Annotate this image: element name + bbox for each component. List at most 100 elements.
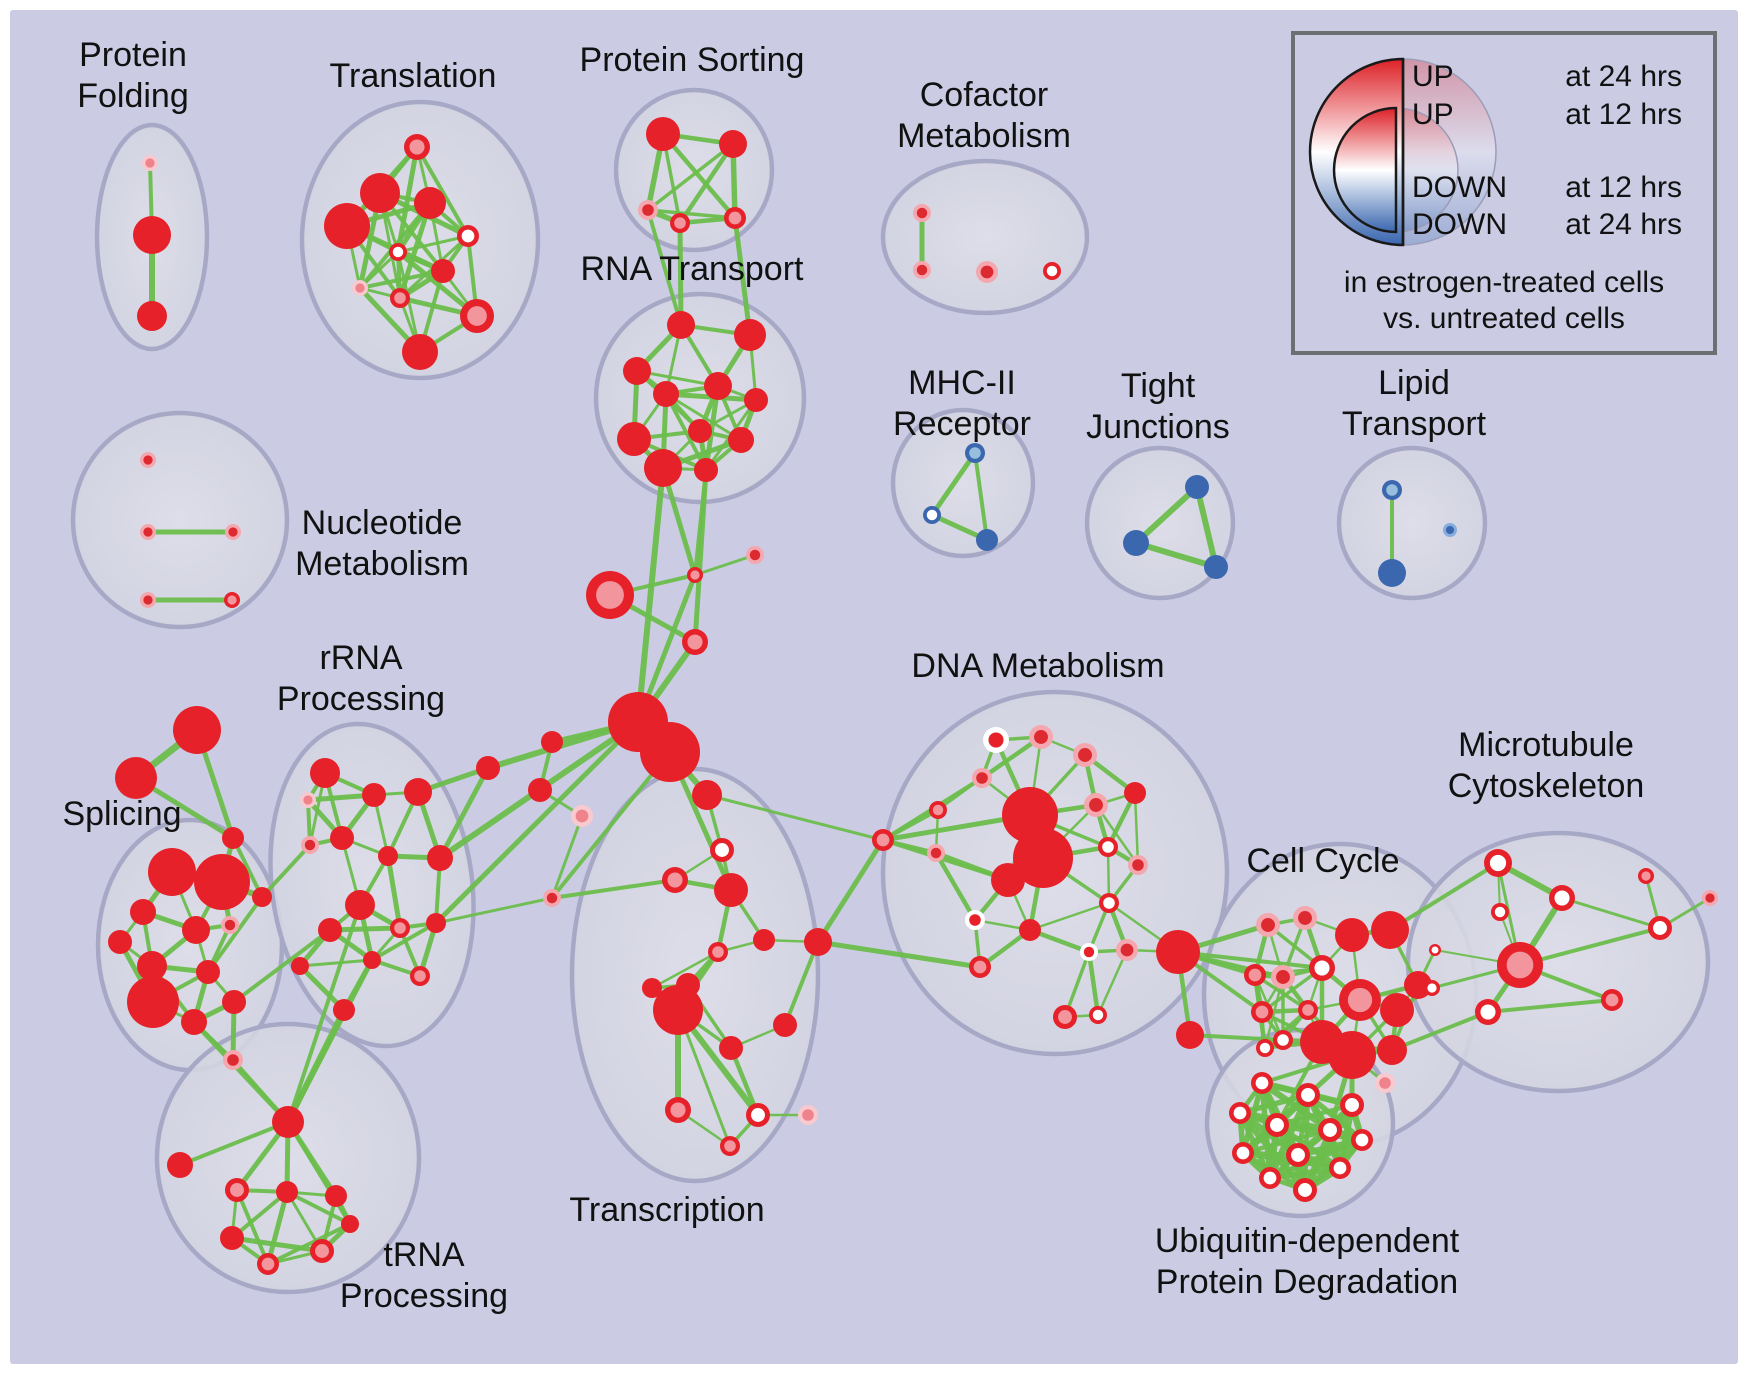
node-dn1[interactable]	[983, 727, 1009, 753]
node-s6[interactable]	[137, 951, 167, 981]
node-cc12[interactable]	[1298, 1000, 1318, 1020]
node-tx5[interactable]	[753, 929, 775, 951]
node-tx12[interactable]	[773, 1013, 797, 1037]
node-tx10[interactable]	[653, 985, 703, 1035]
node-cc8[interactable]	[1339, 979, 1381, 1021]
node-cc16[interactable]	[1377, 1035, 1407, 1065]
node-ps2[interactable]	[719, 130, 747, 158]
node-tx3[interactable]	[662, 867, 688, 893]
node-mt10[interactable]	[1638, 868, 1654, 884]
node-hb0[interactable]	[476, 756, 500, 780]
node-cf2[interactable]	[913, 261, 931, 279]
node-tr5[interactable]	[457, 225, 479, 247]
node-lp3[interactable]	[1443, 523, 1457, 537]
node-ps4[interactable]	[670, 213, 690, 233]
node-pf1[interactable]	[142, 155, 158, 171]
node-lp2[interactable]	[1378, 559, 1406, 587]
node-rr2[interactable]	[362, 783, 386, 807]
node-s4[interactable]	[182, 916, 210, 944]
node-s3[interactable]	[130, 899, 156, 925]
node-s9[interactable]	[181, 1009, 207, 1035]
node-cc17[interactable]	[1404, 971, 1432, 999]
node-sx2[interactable]	[115, 757, 157, 799]
node-dn11[interactable]	[991, 863, 1025, 897]
node-dn21[interactable]	[1156, 930, 1200, 974]
node-ub6[interactable]	[1318, 1118, 1342, 1142]
node-rt3[interactable]	[623, 357, 651, 385]
node-mh3[interactable]	[976, 529, 998, 551]
node-mt11[interactable]	[1702, 890, 1718, 906]
node-tx11[interactable]	[719, 1036, 743, 1060]
node-tr9[interactable]	[390, 288, 410, 308]
node-rt10[interactable]	[728, 427, 754, 453]
node-cc11[interactable]	[1273, 1030, 1293, 1050]
node-tx13[interactable]	[665, 1097, 691, 1123]
node-pf2[interactable]	[133, 216, 171, 254]
node-rt1[interactable]	[667, 311, 695, 339]
node-tr3[interactable]	[324, 203, 370, 249]
node-ub7[interactable]	[1351, 1129, 1373, 1151]
node-ps5[interactable]	[724, 207, 746, 229]
node-cf3[interactable]	[976, 261, 998, 283]
node-tx15[interactable]	[798, 1105, 818, 1125]
node-mt9[interactable]	[1648, 916, 1672, 940]
node-dn5[interactable]	[972, 768, 992, 788]
node-md1[interactable]	[687, 567, 703, 583]
node-ub8[interactable]	[1232, 1142, 1254, 1164]
node-ub2[interactable]	[1296, 1083, 1320, 1107]
node-hb5[interactable]	[528, 778, 552, 802]
node-tx6[interactable]	[708, 942, 728, 962]
node-tr4[interactable]	[414, 187, 446, 219]
node-tr11[interactable]	[402, 334, 438, 370]
node-rt4[interactable]	[653, 381, 679, 407]
node-sp12[interactable]	[223, 1050, 243, 1070]
node-rr4[interactable]	[301, 836, 319, 854]
node-rt6[interactable]	[744, 388, 768, 412]
node-tr8[interactable]	[352, 280, 368, 296]
node-s2[interactable]	[194, 854, 250, 910]
node-mt4[interactable]	[1497, 942, 1543, 988]
node-dn8[interactable]	[927, 844, 945, 862]
node-cc4[interactable]	[1371, 911, 1409, 949]
node-tr6[interactable]	[389, 243, 407, 261]
node-hb6[interactable]	[571, 805, 593, 827]
node-s1[interactable]	[148, 848, 196, 896]
node-mt2[interactable]	[1549, 885, 1575, 911]
node-mt6[interactable]	[1424, 980, 1440, 996]
node-cc6[interactable]	[1244, 964, 1266, 986]
node-dn2[interactable]	[1029, 725, 1053, 749]
node-tn6[interactable]	[310, 1239, 334, 1263]
node-tx2[interactable]	[710, 838, 734, 862]
node-cc7[interactable]	[1271, 965, 1295, 989]
node-th2[interactable]	[167, 1152, 193, 1178]
node-ub12[interactable]	[1293, 1178, 1317, 1202]
node-tx1[interactable]	[692, 780, 722, 810]
node-tj1[interactable]	[1185, 475, 1209, 499]
node-dn23[interactable]	[1099, 893, 1119, 913]
node-tj2[interactable]	[1123, 530, 1149, 556]
node-nm5[interactable]	[224, 592, 240, 608]
node-sx3[interactable]	[222, 827, 244, 849]
node-s8[interactable]	[127, 976, 179, 1028]
node-dn4[interactable]	[1124, 782, 1146, 804]
node-rt5[interactable]	[704, 372, 732, 400]
node-pf3[interactable]	[137, 301, 167, 331]
node-rr15[interactable]	[333, 999, 355, 1021]
node-md2[interactable]	[746, 546, 764, 564]
node-ub13[interactable]	[1375, 1073, 1395, 1093]
node-dn3[interactable]	[1073, 743, 1097, 767]
node-rt7[interactable]	[617, 422, 651, 456]
node-md3[interactable]	[586, 571, 634, 619]
node-hb4[interactable]	[541, 731, 563, 753]
node-mt5[interactable]	[1429, 944, 1441, 956]
node-tr2[interactable]	[360, 173, 400, 213]
node-s11[interactable]	[221, 916, 239, 934]
node-dn15[interactable]	[1019, 919, 1041, 941]
node-cc3[interactable]	[1335, 918, 1369, 952]
node-sx1[interactable]	[173, 706, 221, 754]
node-cc15[interactable]	[1328, 1031, 1376, 1079]
node-ub10[interactable]	[1329, 1157, 1351, 1179]
node-dn22[interactable]	[1176, 1021, 1204, 1049]
node-s10[interactable]	[222, 990, 246, 1014]
node-rt11[interactable]	[694, 458, 718, 482]
